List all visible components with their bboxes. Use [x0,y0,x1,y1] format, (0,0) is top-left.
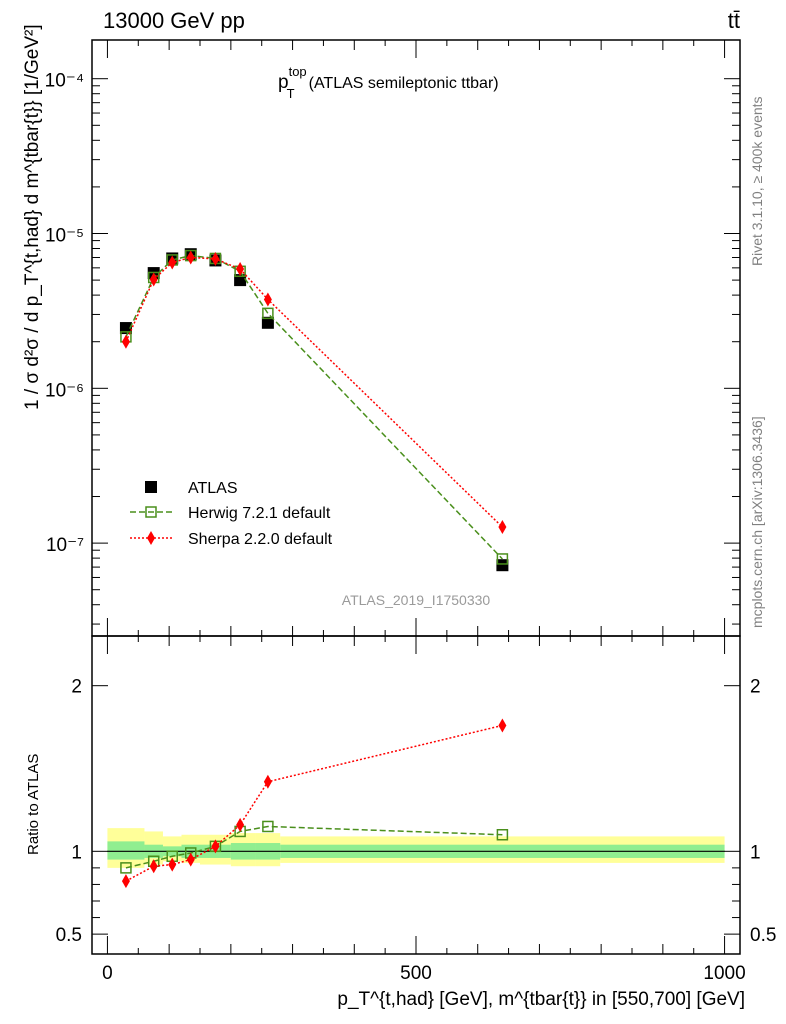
sherpa-point [498,520,507,535]
herwig-ratio-point [496,829,509,841]
ratio-y-tick-label-left: 0.5 [56,925,82,946]
inner-uncertainty-band [107,841,145,860]
sherpa-point [186,250,195,265]
sherpa-point [168,255,177,270]
x-axis-label: p_T^{t,had} [GeV], m^{tbar{t}} in [550,7… [337,989,745,1010]
main-y-tick-label: 10⁻⁶ [45,380,84,401]
sherpa-ratio-point [186,852,195,867]
sherpa-ratio-point [263,774,272,789]
main-y-axis-ticks: 10⁻⁷ 10⁻⁶ 10⁻⁵ 10⁻⁴ [45,71,740,625]
plot-title: ptop T(ATLAS semileptonic ttbar) [278,64,499,101]
sherpa-point [149,272,158,287]
sherpa-ratio-point [121,874,130,889]
process-label: tt̄ [728,8,740,33]
herwig-point [496,553,509,565]
ratio-y-tick-label-left: 1 [71,842,82,863]
ratio-y-tick-label-right: 1 [750,842,761,863]
main-y-tick-label: 10⁻⁷ [46,535,84,556]
herwig-ratio-point [262,820,274,833]
sherpa-point [211,251,220,266]
mcplots-label: mcplots.cern.ch [arXiv:1306.3436] [749,416,765,628]
ratio-y-tick-label-right: 2 [750,677,761,698]
legend-label-sherpa: Sherpa 2.2.0 default [188,531,333,548]
legend-marker-sherpa [147,531,155,545]
sherpa-ratio-point [498,718,507,733]
uncertainty-bands [107,828,725,868]
legend-label-atlas: ATLAS [188,480,238,497]
ratio-series-group [120,718,509,889]
series-line-sherpa [125,256,503,528]
sherpa-point [121,334,130,349]
sherpa-ratio-point [168,857,177,872]
legend: ATLAS Herwig 7.2.1 default Sherpa 2.2.0 … [130,480,333,548]
sherpa-point [263,292,272,307]
atlas-point [261,316,274,329]
atlas-point [234,274,247,287]
ratio-plot-frame [91,635,741,955]
main-y-tick-label: 10⁻⁴ [45,71,84,92]
sherpa-ratio-point [236,817,245,832]
x-tick-label: 0 [102,963,113,984]
atlas-point [119,322,132,335]
ratio-y-tick-label-right: 0.5 [750,925,776,946]
sherpa-point [236,261,245,276]
ratio-y-tick-label-left: 2 [71,677,82,698]
x-tick-label: 500 [400,963,432,984]
series-line-herwig [125,254,503,560]
rivet-version-label: Rivet 3.1.10, ≥ 400k events [749,96,765,266]
ratio-y-axis-label: Ratio to ATLAS [25,754,42,855]
atlas-point [496,559,509,572]
main-y-tick-label: 10⁻⁵ [45,226,84,247]
sherpa-ratio-point [211,839,220,854]
sherpa-ratio-point [149,859,158,874]
x-axis-ticks: 0 500 1000 [102,40,746,984]
main-y-axis-label: 1 / σ d²σ / d p_T^{t,had} d m^{tbar{t}} … [22,24,43,410]
ratio-line-sherpa [125,724,503,882]
legend-marker-atlas [145,481,157,493]
energy-label: 13000 GeV pp [103,8,245,33]
herwig-ratio-point [120,862,132,874]
herwig-point [262,307,274,320]
legend-label-herwig: Herwig 7.2.1 default [188,505,331,522]
main-series-group [119,248,509,572]
legend-marker-herwig [145,506,157,518]
x-tick-label: 1000 [703,963,745,984]
ratio-y-axis-ticks: 0.5 0.5 1 1 2 2 [56,677,777,946]
analysis-id: ATLAS_2019_I1750330 [342,592,491,608]
